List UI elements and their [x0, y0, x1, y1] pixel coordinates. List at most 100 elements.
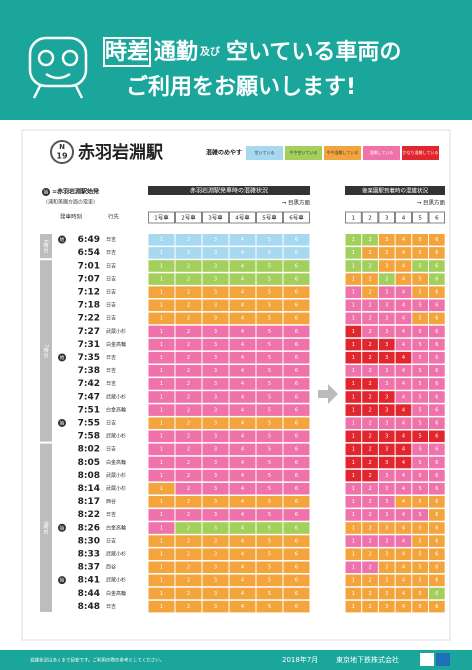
- car-number: 6: [435, 289, 438, 295]
- car-number: 3: [214, 434, 217, 440]
- car-number: 4: [241, 368, 244, 374]
- car-number: 1: [352, 263, 355, 269]
- car-header: 2号車: [181, 214, 196, 222]
- car-number: 2: [187, 289, 190, 295]
- car-number: 5: [268, 303, 271, 309]
- destination: 日吉: [106, 288, 116, 295]
- car-number: 4: [402, 381, 405, 387]
- car-number: 1: [160, 329, 163, 335]
- car-number: 6: [435, 407, 438, 413]
- car-number: 1: [352, 499, 355, 505]
- car-number: 5: [419, 381, 422, 387]
- car-number: 4: [241, 381, 244, 387]
- car-number: 2: [368, 591, 371, 597]
- car-number: 2: [187, 407, 190, 413]
- car-number: 3: [385, 394, 388, 400]
- station-num: 19: [56, 152, 68, 161]
- car-number: 5: [268, 434, 271, 440]
- car-number: 1: [352, 604, 355, 610]
- destination: 白金高輪: [106, 406, 126, 413]
- car-number: 6: [295, 381, 298, 387]
- car-number: 3: [214, 447, 217, 453]
- car-number: 6: [295, 551, 298, 557]
- car-number: 5: [268, 355, 271, 361]
- car-number: 6: [295, 316, 298, 322]
- destination: 日吉: [106, 380, 116, 387]
- car-number: 3: [214, 420, 217, 426]
- car-number: 1: [160, 525, 163, 531]
- car-header: 4号車: [235, 214, 250, 222]
- car-number: 1: [160, 407, 163, 413]
- car-number: 4: [402, 329, 405, 335]
- time: 8:05: [78, 458, 100, 468]
- direction: → 目黒方面: [282, 199, 311, 207]
- destination: 日吉: [106, 315, 116, 322]
- car-number: 6: [435, 263, 438, 269]
- car-number: 3: [214, 473, 217, 479]
- car-number: 4: [402, 342, 405, 348]
- car-number: 4: [402, 237, 405, 243]
- car-number: 3: [214, 381, 217, 387]
- car-number: 2: [187, 512, 190, 518]
- car-number: 5: [268, 263, 271, 269]
- car-number: 5: [268, 447, 271, 453]
- destination: 日吉: [106, 446, 116, 453]
- car-number: 5: [268, 486, 271, 492]
- car-number: 3: [214, 407, 217, 413]
- car-number: 4: [402, 565, 405, 571]
- car-number: 1: [160, 434, 163, 440]
- title-line2: ご利用をお願いします!: [126, 74, 356, 100]
- car-number: 2: [368, 381, 371, 387]
- car-number: 1: [160, 551, 163, 557]
- car-number: 5: [419, 525, 422, 531]
- car-number: 3: [214, 289, 217, 295]
- car-number: 1: [352, 512, 355, 518]
- car-header: 6号車: [289, 214, 304, 222]
- car-number: 5: [419, 329, 422, 335]
- car-number: 4: [402, 420, 405, 426]
- car-number: 6: [295, 434, 298, 440]
- origin-sub: (浦和美園方面の電車): [46, 199, 95, 206]
- car-number: 3: [385, 525, 388, 531]
- car-number: 1: [352, 538, 355, 544]
- car-number: 2: [368, 355, 371, 361]
- car-number: 2: [187, 486, 190, 492]
- car-number: 5: [268, 394, 271, 400]
- time: 7:55: [78, 418, 100, 428]
- car-number: 3: [214, 316, 217, 322]
- legend-label: 空いている: [255, 149, 275, 155]
- car-number: 2: [368, 250, 371, 256]
- car-number: 6: [435, 355, 438, 361]
- car-number: 4: [241, 329, 244, 335]
- destination: 武蔵小杉: [106, 550, 126, 557]
- car-number: 6: [295, 368, 298, 374]
- origin-note: =赤羽岩淵駅始発: [52, 188, 100, 196]
- car-number: 3: [385, 538, 388, 544]
- car-number: 3: [385, 591, 388, 597]
- col-header: 発車時刻: [60, 213, 83, 221]
- title-part: 通勤: [154, 39, 198, 65]
- car-number: 1: [160, 394, 163, 400]
- car-number: 1: [160, 420, 163, 426]
- time: 8:22: [78, 510, 100, 520]
- car-number: 1: [352, 420, 355, 426]
- car-number: 5: [268, 578, 271, 584]
- destination: 日吉: [106, 236, 116, 243]
- car-number: 1: [160, 368, 163, 374]
- car-number: 5: [268, 551, 271, 557]
- car-number: 5: [268, 329, 271, 335]
- footer-date: 2018年7月: [282, 655, 318, 664]
- car-number: 2: [368, 368, 371, 374]
- car-number: 4: [241, 303, 244, 309]
- car-number: 2: [368, 263, 371, 269]
- time: 8:48: [78, 602, 100, 612]
- car-number: 4: [402, 434, 405, 440]
- car-number: 6: [435, 578, 438, 584]
- destination: 武蔵小杉: [106, 328, 126, 335]
- car-number: 6: [295, 394, 298, 400]
- car-number: 1: [352, 368, 355, 374]
- car-number: 5: [419, 434, 422, 440]
- car-number: 2: [368, 316, 371, 322]
- car-number: 3: [214, 551, 217, 557]
- section-title: 後楽園駅到着時の混雑状況: [362, 187, 429, 195]
